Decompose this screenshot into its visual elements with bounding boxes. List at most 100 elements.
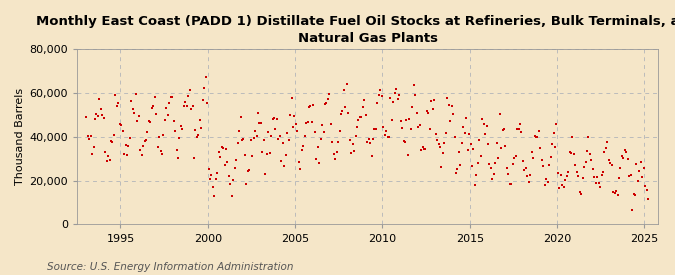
Point (454, 150, 464, 154)
Point (520, 166, 531, 170)
Point (466, 164, 477, 169)
Point (573, 174, 584, 178)
Point (279, 163, 290, 168)
Point (313, 145, 323, 149)
Point (614, 176, 624, 180)
Point (111, 104, 122, 108)
Point (622, 157, 633, 161)
Point (558, 185, 569, 189)
Point (502, 166, 512, 170)
Point (548, 131, 559, 135)
Point (119, 152, 130, 156)
Point (423, 111, 434, 116)
Y-axis label: Thousand Barrels: Thousand Barrels (15, 88, 25, 185)
Point (504, 181, 515, 186)
Point (576, 192, 587, 197)
Point (260, 172, 271, 176)
Point (352, 125, 362, 130)
Point (321, 101, 332, 105)
Point (615, 166, 626, 170)
Point (306, 120, 317, 125)
Point (526, 150, 537, 155)
Point (392, 97, 403, 101)
Point (296, 148, 307, 153)
Point (591, 180, 601, 185)
Point (120, 143, 131, 148)
Point (603, 157, 614, 162)
Point (257, 150, 268, 154)
Point (455, 163, 466, 167)
Point (347, 142, 358, 147)
Point (541, 176, 551, 181)
Point (556, 173, 566, 177)
Point (126, 99, 137, 103)
Point (356, 115, 367, 120)
Point (358, 104, 369, 109)
Point (418, 146, 429, 151)
Point (174, 136, 185, 140)
Point (458, 125, 468, 130)
Point (366, 153, 377, 158)
Point (140, 138, 151, 142)
Point (294, 160, 304, 164)
Point (484, 162, 495, 166)
Point (436, 165, 447, 170)
Point (138, 144, 148, 148)
Point (411, 111, 422, 115)
Point (176, 124, 186, 128)
Point (391, 87, 402, 92)
Point (187, 103, 198, 108)
Point (154, 135, 165, 140)
Point (601, 146, 612, 150)
Point (412, 124, 423, 129)
Point (421, 109, 432, 113)
Point (188, 155, 199, 160)
Point (197, 98, 208, 102)
Point (557, 183, 568, 187)
Point (125, 136, 136, 140)
Point (241, 182, 252, 186)
Point (146, 106, 157, 111)
Point (474, 138, 485, 142)
Point (472, 161, 483, 166)
Point (368, 137, 379, 141)
Point (448, 112, 458, 116)
Point (465, 142, 476, 146)
Point (572, 170, 583, 175)
Point (207, 185, 218, 190)
Point (451, 171, 462, 175)
Point (94, 97, 105, 101)
Point (561, 174, 572, 178)
Point (499, 127, 510, 131)
Point (205, 177, 215, 181)
Point (139, 138, 150, 143)
Point (193, 133, 204, 137)
Point (289, 113, 300, 118)
Point (359, 98, 370, 102)
Point (373, 92, 384, 97)
Point (251, 134, 262, 138)
Point (461, 116, 472, 120)
Point (144, 119, 155, 123)
Point (567, 134, 578, 139)
Point (387, 118, 398, 122)
Point (342, 82, 352, 86)
Point (360, 113, 371, 117)
Title: Monthly East Coast (PADD 1) Distillate Fuel Oil Stocks at Refineries, Bulk Termi: Monthly East Coast (PADD 1) Distillate F… (36, 15, 675, 45)
Point (226, 194, 237, 198)
Point (442, 96, 453, 100)
Point (228, 178, 239, 182)
Point (489, 172, 500, 177)
Point (295, 166, 306, 171)
Point (578, 165, 589, 169)
Point (269, 116, 279, 120)
Point (343, 111, 354, 116)
Point (340, 105, 351, 109)
Point (416, 148, 427, 152)
Point (459, 131, 470, 135)
Point (222, 160, 233, 164)
Point (512, 127, 522, 132)
Point (477, 117, 487, 121)
Point (286, 96, 297, 100)
Point (354, 115, 365, 119)
